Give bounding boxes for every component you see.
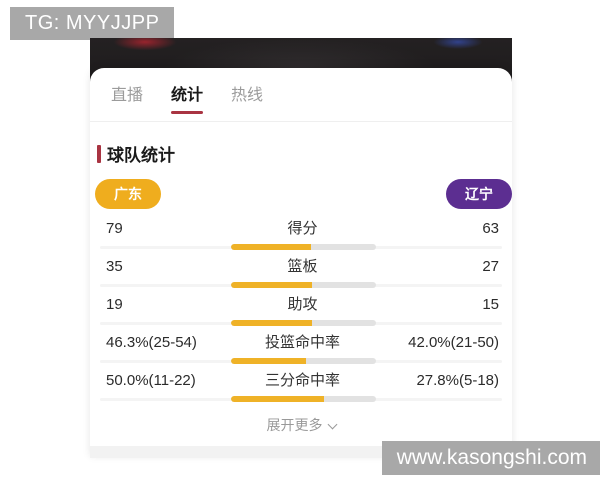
tab-hotline[interactable]: 热线 [231,81,263,105]
home-value: 50.0%(11-22) [106,372,196,389]
bar-fill-home [230,282,313,288]
expand-more-label: 展开更多 [266,417,323,433]
home-team-badge[interactable]: 广东 [95,179,161,209]
stats-card: 直播 统计 热线 球队统计 广东 辽宁 79 得分 [90,68,512,458]
stat-bar [100,396,502,402]
stat-row-points: 79 得分 63 [90,220,512,250]
tab-bar: 直播 统计 热线 [90,68,512,122]
expand-more-button[interactable]: 展开更多 [90,415,512,435]
app-screenshot: 直播 统计 热线 球队统计 广东 辽宁 79 得分 [90,38,512,458]
stat-bar [100,282,502,288]
accent-bar-icon [97,144,101,163]
away-team-badge[interactable]: 辽宁 [446,179,512,209]
home-value: 79 [106,220,123,237]
bar-fill-home [230,320,312,326]
stat-bar [100,358,502,364]
away-value: 15 [482,296,499,313]
home-value: 35 [106,258,123,275]
stat-label: 投篮命中率 [264,334,340,351]
stat-row-fg-pct: 46.3%(25-54) 投篮命中率 42.0%(21-50) [90,334,512,364]
away-value: 27 [482,258,499,275]
tab-underline [171,111,204,114]
telegram-watermark: TG: MYYJJPP [10,7,175,40]
away-value: 27.8%(5-18) [416,372,499,389]
bar-fill-home [230,244,312,250]
section-header: 球队统计 [97,141,512,166]
tab-stats[interactable]: 统计 [171,81,203,114]
stat-row-rebounds: 35 篮板 27 [90,258,512,288]
tab-live[interactable]: 直播 [111,81,143,105]
stat-label: 篮板 [287,258,318,275]
stat-row-3p-pct: 50.0%(11-22) 三分命中率 27.8%(5-18) [90,372,512,402]
section-title: 球队统计 [107,146,175,165]
team-pills: 广东 辽宁 [90,179,512,209]
tab-hotline-label: 热线 [231,87,264,104]
stat-row-assists: 19 助攻 15 [90,296,512,326]
away-value: 42.0%(21-50) [408,334,499,351]
tab-stats-label: 统计 [171,87,204,104]
stat-bar [100,244,502,250]
site-watermark: www.kasongshi.com [381,441,600,475]
stat-bar [100,320,502,326]
bar-fill-home [230,396,324,402]
tab-live-label: 直播 [111,87,144,104]
team-stats-list: 79 得分 63 35 篮板 27 [90,209,512,402]
stat-label: 得分 [287,220,318,237]
home-value: 19 [106,296,123,313]
chevron-down-icon [327,419,337,430]
stat-label: 三分命中率 [264,372,340,389]
bar-fill-home [230,358,307,364]
home-value: 46.3%(25-54) [106,334,197,351]
stat-label: 助攻 [287,296,318,313]
away-value: 63 [482,220,499,237]
